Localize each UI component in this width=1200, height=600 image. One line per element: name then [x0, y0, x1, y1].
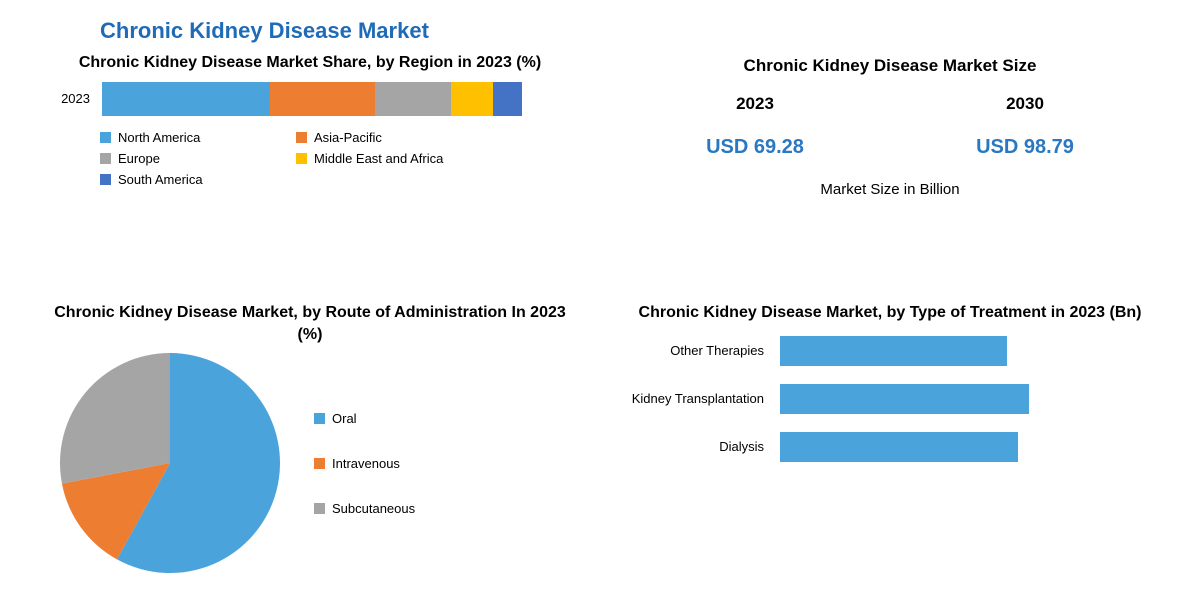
legend-label: Middle East and Africa	[314, 151, 443, 166]
bar-row: Other Therapies	[620, 336, 1160, 366]
bar-fill	[780, 384, 1029, 414]
legend-item: South America	[100, 172, 270, 187]
region-segment	[270, 82, 375, 116]
pie-chart	[60, 353, 280, 573]
legend-swatch	[100, 153, 111, 164]
market-size-panel: Chronic Kidney Disease Market Size 2023 U…	[620, 52, 1160, 292]
legend-swatch	[296, 153, 307, 164]
market-size-entry: 2023 USD 69.28	[706, 94, 804, 159]
market-size-value: USD 98.79	[976, 136, 1074, 159]
stacked-bar-row: 2023	[40, 82, 580, 116]
region-segment	[493, 82, 522, 116]
route-admin-panel: Chronic Kidney Disease Market, by Route …	[40, 302, 580, 582]
bar-track	[780, 432, 1120, 462]
bar-track	[780, 336, 1120, 366]
bar-row: Kidney Transplantation	[620, 384, 1160, 414]
legend-swatch	[314, 413, 325, 424]
bar-fill	[780, 336, 1007, 366]
legend-swatch	[100, 132, 111, 143]
stacked-bar-year-label: 2023	[40, 91, 90, 106]
legend-item: Intravenous	[314, 456, 415, 471]
legend-label: Subcutaneous	[332, 501, 415, 516]
legend-item: Europe	[100, 151, 270, 166]
stacked-bar	[102, 82, 522, 116]
region-share-panel: Chronic Kidney Disease Market Share, by …	[40, 52, 580, 292]
market-size-year: 2030	[976, 94, 1074, 114]
legend-swatch	[100, 174, 111, 185]
pie-wrap: Oral Intravenous Subcutaneous	[60, 353, 580, 573]
region-segment	[451, 82, 493, 116]
legend-label: Asia-Pacific	[314, 130, 382, 145]
route-chart-title: Chronic Kidney Disease Market, by Route …	[40, 302, 580, 345]
market-size-year: 2023	[706, 94, 804, 114]
bar-category-label: Kidney Transplantation	[620, 391, 780, 407]
bar-category-label: Dialysis	[620, 439, 780, 455]
treatment-chart-title: Chronic Kidney Disease Market, by Type o…	[620, 302, 1160, 324]
legend-item: Asia-Pacific	[296, 130, 466, 145]
market-size-row: 2023 USD 69.28 2030 USD 98.79	[620, 94, 1160, 159]
legend-item: Oral	[314, 411, 415, 426]
bar-row: Dialysis	[620, 432, 1160, 462]
legend-label: Intravenous	[332, 456, 400, 471]
bar-fill	[780, 432, 1018, 462]
page-title: Chronic Kidney Disease Market	[100, 18, 1160, 44]
market-size-entry: 2030 USD 98.79	[976, 94, 1074, 159]
legend-label: Oral	[332, 411, 357, 426]
region-chart-title: Chronic Kidney Disease Market Share, by …	[40, 52, 580, 74]
legend-label: Europe	[118, 151, 160, 166]
legend-item: North America	[100, 130, 270, 145]
region-legend: North America Asia-Pacific Europe Middle Ea…	[100, 130, 580, 187]
market-size-value: USD 69.28	[706, 136, 804, 159]
legend-label: South America	[118, 172, 203, 187]
legend-swatch	[314, 503, 325, 514]
region-segment	[375, 82, 451, 116]
chart-grid: Chronic Kidney Disease Market Share, by …	[40, 52, 1160, 582]
bar-track	[780, 384, 1120, 414]
market-size-caption: Market Size in Billion	[620, 181, 1160, 198]
treatment-panel: Chronic Kidney Disease Market, by Type o…	[620, 302, 1160, 582]
pie-slice	[60, 353, 170, 484]
treatment-bars: Other Therapies Kidney Transplantation Dia…	[620, 336, 1160, 462]
legend-item: Middle East and Africa	[296, 151, 466, 166]
region-segment	[102, 82, 270, 116]
bar-category-label: Other Therapies	[620, 343, 780, 359]
legend-swatch	[314, 458, 325, 469]
legend-label: North America	[118, 130, 200, 145]
legend-item: Subcutaneous	[314, 501, 415, 516]
legend-swatch	[296, 132, 307, 143]
market-size-title: Chronic Kidney Disease Market Size	[620, 56, 1160, 76]
pie-legend: Oral Intravenous Subcutaneous	[314, 411, 415, 516]
